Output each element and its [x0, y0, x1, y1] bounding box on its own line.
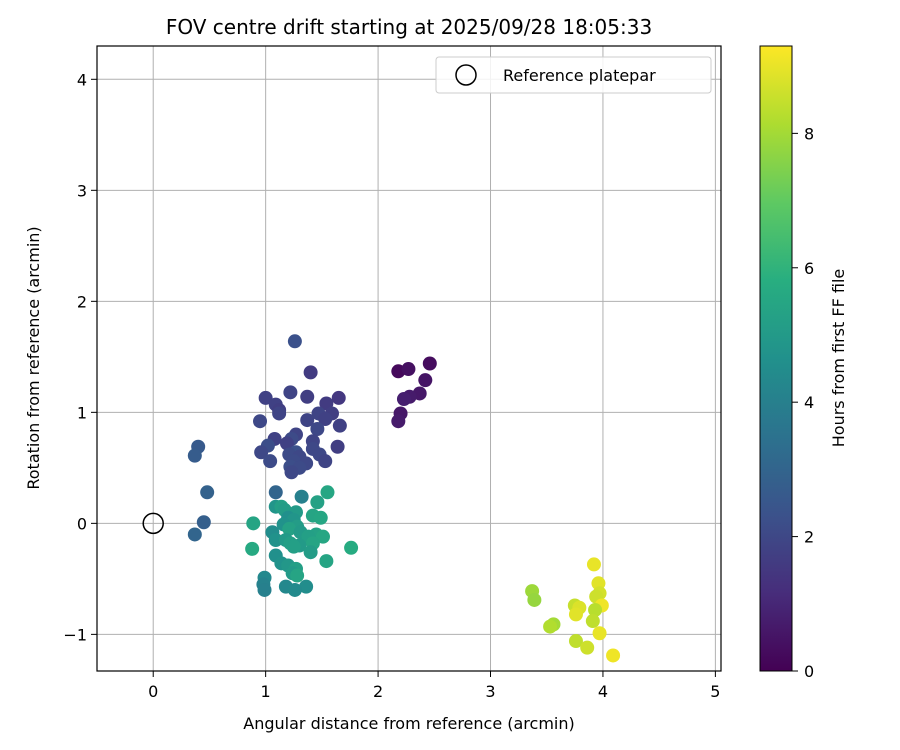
data-point — [331, 390, 346, 405]
data-point — [313, 510, 328, 525]
data-point — [299, 579, 314, 594]
legend-box — [435, 56, 712, 94]
data-point — [319, 554, 334, 569]
y-tick-label: 0 — [77, 514, 87, 533]
legend-marker-hollow-circle — [455, 64, 477, 86]
data-point — [320, 485, 335, 500]
legend: Reference platepar — [435, 56, 712, 94]
reference-platepar-marker — [142, 512, 164, 535]
data-point — [290, 568, 305, 583]
colorbar-tick-label: 8 — [804, 124, 814, 143]
x-tick-label: 5 — [710, 682, 720, 701]
data-point — [391, 414, 406, 429]
data-point — [282, 521, 297, 536]
data-point — [568, 607, 583, 622]
data-point — [200, 485, 215, 500]
data-point — [396, 392, 411, 407]
colorbar: 0 2 4 6 8 Hours from first FF file — [759, 45, 848, 681]
data-point — [287, 334, 302, 349]
x-axis-ticks: 0 1 2 3 4 5 — [148, 671, 720, 701]
data-point — [257, 582, 272, 597]
data-point — [543, 619, 558, 634]
legend-entry-label: Reference platepar — [503, 66, 656, 85]
data-point — [344, 540, 359, 555]
colorbar-tick-label: 6 — [804, 259, 814, 278]
x-tick-label: 2 — [373, 682, 383, 701]
data-point — [592, 626, 607, 641]
data-point — [580, 640, 595, 655]
y-tick-label: 3 — [77, 181, 87, 200]
data-point — [258, 390, 273, 405]
data-point — [263, 454, 278, 469]
data-point — [280, 436, 295, 451]
data-point — [310, 421, 325, 436]
data-point — [268, 533, 283, 548]
data-point — [268, 485, 283, 500]
x-tick-label: 1 — [261, 682, 271, 701]
x-tick-label: 4 — [598, 682, 608, 701]
data-point — [283, 385, 298, 400]
data-point — [300, 389, 315, 404]
data-point — [284, 465, 299, 480]
data-point — [418, 373, 433, 388]
colorbar-tick-label: 0 — [804, 662, 814, 681]
data-point — [253, 414, 268, 429]
y-tick-label: 1 — [77, 403, 87, 422]
x-tick-label: 0 — [148, 682, 158, 701]
data-point — [568, 634, 583, 649]
data-point — [332, 418, 347, 433]
data-point — [422, 356, 437, 371]
colorbar-ticks: 0 2 4 6 8 — [792, 124, 814, 681]
data-point — [187, 448, 202, 463]
data-point — [300, 413, 315, 428]
data-point — [401, 362, 416, 377]
data-point — [585, 614, 600, 629]
data-point — [246, 516, 261, 531]
data-point — [588, 602, 603, 617]
data-point — [303, 545, 318, 560]
data-point — [315, 529, 330, 544]
data-point — [196, 515, 211, 530]
data-point — [318, 454, 333, 469]
colorbar-gradient — [759, 45, 793, 672]
data-point — [287, 582, 302, 597]
plot-frame — [96, 45, 722, 672]
y-tick-label: 2 — [77, 292, 87, 311]
y-tick-label: 4 — [77, 70, 87, 89]
data-point — [254, 445, 269, 460]
data-point — [586, 557, 601, 572]
y-axis-ticks: −1 0 1 2 3 4 — [63, 70, 97, 644]
x-axis-label: Angular distance from reference (arcmin) — [243, 714, 574, 733]
data-point — [245, 541, 260, 556]
colorbar-tick-label: 4 — [804, 393, 814, 412]
data-point — [294, 489, 309, 504]
data-point — [318, 412, 333, 427]
data-point — [606, 648, 621, 663]
y-tick-label: −1 — [63, 625, 87, 644]
data-point — [272, 406, 287, 421]
colorbar-label: Hours from first FF file — [829, 269, 848, 448]
data-point — [187, 527, 202, 542]
chart-title: FOV centre drift starting at 2025/09/28 … — [166, 15, 652, 39]
data-point — [286, 539, 301, 554]
y-axis-label: Rotation from reference (arcmin) — [24, 226, 43, 489]
x-tick-label: 3 — [485, 682, 495, 701]
data-point — [303, 365, 318, 380]
data-points — [187, 334, 621, 663]
data-point — [527, 592, 542, 607]
data-point — [310, 495, 325, 510]
data-point — [330, 439, 345, 454]
colorbar-tick-label: 2 — [804, 528, 814, 547]
